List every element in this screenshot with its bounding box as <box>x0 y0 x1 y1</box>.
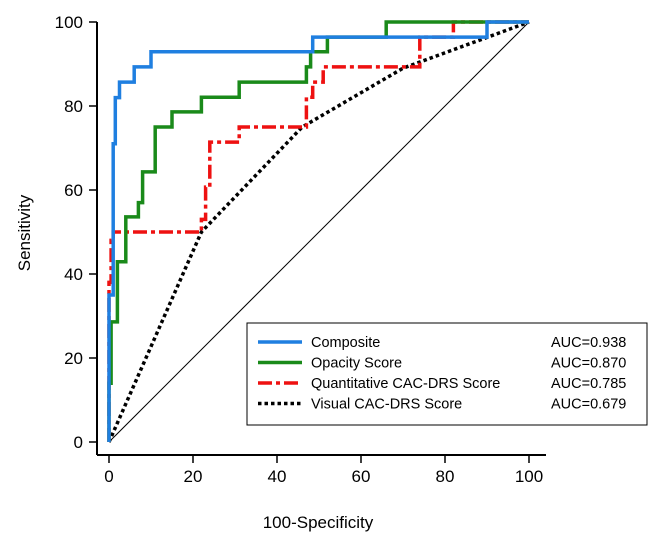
series-line-quantitative-cac-drs-score <box>107 20 529 442</box>
legend-label: Opacity Score <box>311 356 402 372</box>
legend-box <box>246 322 648 426</box>
x-tick-label: 40 <box>268 467 287 486</box>
x-axis-title: 100-Specificity <box>263 513 374 532</box>
reference-diagonal-line <box>108 21 530 443</box>
x-tick-label: 60 <box>352 467 371 486</box>
legend-label: Composite <box>311 335 380 351</box>
y-tick-label: 0 <box>74 433 83 452</box>
x-tick-label: 20 <box>184 467 203 486</box>
y-axis-title: Sensitivity <box>15 194 34 271</box>
legend-auc: AUC=0.679 <box>551 397 626 413</box>
x-tick-label: 100 <box>515 467 543 486</box>
y-tick-label: 80 <box>64 97 83 116</box>
legend-auc: AUC=0.870 <box>551 356 626 372</box>
series-line-visual-cac-drs-score <box>107 20 530 443</box>
chart-axes <box>96 22 546 456</box>
x-tick-label: 0 <box>104 467 113 486</box>
legend-auc: AUC=0.785 <box>551 376 626 392</box>
legend-auc: AUC=0.938 <box>551 335 626 351</box>
legend-label: Visual CAC-DRS Score <box>311 397 462 413</box>
roc-series <box>107 20 530 443</box>
y-tick-label: 60 <box>64 181 83 200</box>
chart-ticks: 0 20 40 60 80 100 0 20 40 60 80 100 <box>55 13 544 486</box>
legend: Composite AUC=0.938 Opacity Score AUC=0.870… <box>246 322 648 426</box>
series-line-composite <box>107 20 529 442</box>
y-tick-label: 20 <box>64 349 83 368</box>
y-tick-label: 100 <box>55 13 83 32</box>
legend-label: Quantitative CAC-DRS Score <box>311 376 500 392</box>
series-line-opacity-score <box>107 20 529 442</box>
x-tick-label: 80 <box>436 467 455 486</box>
y-tick-label: 40 <box>64 265 83 284</box>
